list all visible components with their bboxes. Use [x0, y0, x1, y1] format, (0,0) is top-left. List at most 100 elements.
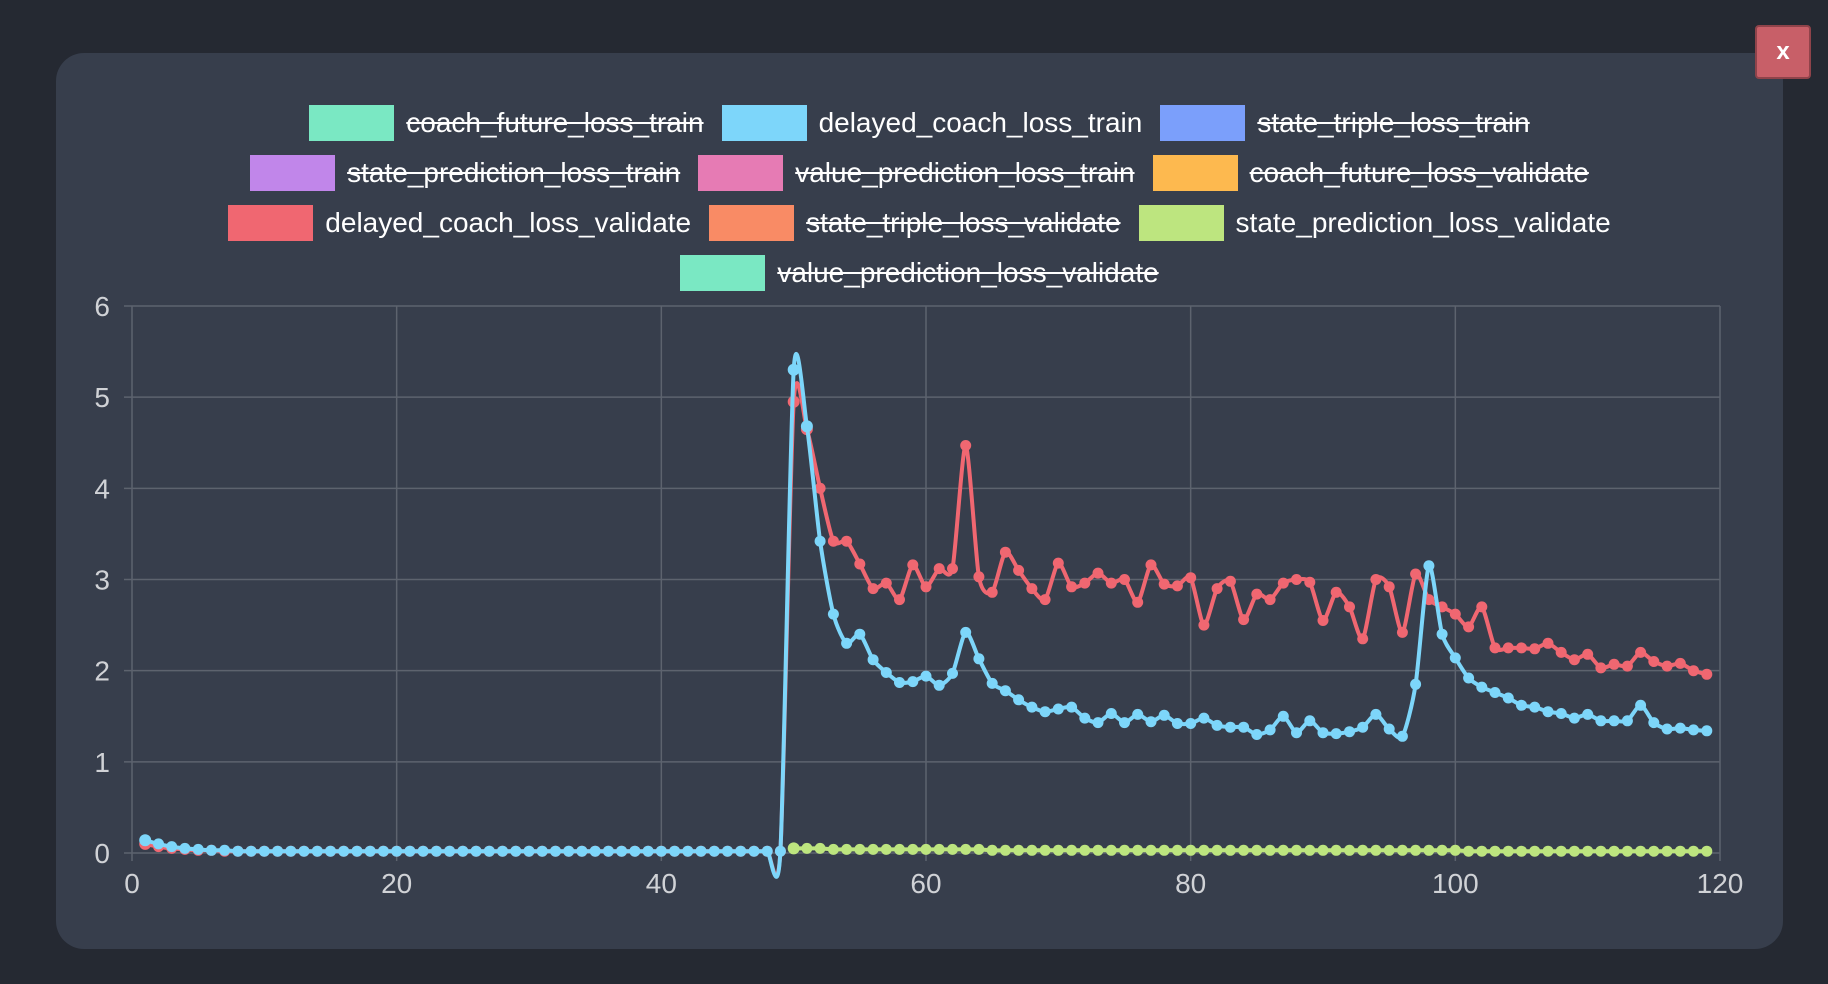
- data-point-delayed-coach-loss-train: [1198, 712, 1210, 724]
- data-point-delayed-coach-loss-train: [1277, 710, 1289, 722]
- data-point-delayed-coach-loss-train: [497, 845, 508, 857]
- data-point-delayed-coach-loss-validate: [1648, 656, 1660, 667]
- data-point-state-prediction-loss-validate: [1436, 844, 1448, 856]
- data-point-delayed-coach-loss-validate: [1330, 586, 1342, 598]
- data-point-delayed-coach-loss-train: [880, 667, 892, 678]
- data-point-delayed-coach-loss-train: [457, 845, 469, 857]
- data-point-state-prediction-loss-validate: [1701, 845, 1713, 857]
- data-point-delayed-coach-loss-validate: [880, 577, 892, 589]
- data-point-delayed-coach-loss-train: [245, 845, 257, 857]
- data-point-delayed-coach-loss-validate: [1066, 581, 1078, 593]
- data-point-delayed-coach-loss-train: [1238, 721, 1250, 733]
- data-point-delayed-coach-loss-validate: [1621, 660, 1633, 672]
- data-point-delayed-coach-loss-train: [483, 845, 495, 857]
- data-point-delayed-coach-loss-train: [1039, 706, 1051, 718]
- data-point-delayed-coach-loss-train: [1595, 715, 1607, 727]
- data-point-delayed-coach-loss-train: [232, 845, 244, 857]
- data-point-delayed-coach-loss-train: [258, 845, 270, 857]
- data-point-delayed-coach-loss-train: [1026, 701, 1038, 713]
- data-point-delayed-coach-loss-train: [377, 845, 389, 857]
- data-point-delayed-coach-loss-validate: [1489, 642, 1501, 654]
- data-point-delayed-coach-loss-train: [1291, 727, 1302, 739]
- data-point-delayed-coach-loss-train: [192, 843, 204, 855]
- data-point-state-prediction-loss-validate: [986, 844, 998, 856]
- legend-row: state_prediction_loss_train value_predict…: [56, 148, 1783, 198]
- y-tick-label: 2: [94, 656, 110, 687]
- data-point-state-prediction-loss-validate: [1674, 845, 1686, 857]
- data-point-state-prediction-loss-validate: [1105, 844, 1117, 856]
- data-point-delayed-coach-loss-validate: [1516, 642, 1527, 654]
- data-point-delayed-coach-loss-train: [602, 845, 614, 857]
- data-point-delayed-coach-loss-train: [814, 535, 826, 547]
- legend-item-delayed-coach-loss-validate[interactable]: delayed_coach_loss_validate: [228, 205, 691, 241]
- data-point-state-prediction-loss-validate: [920, 843, 932, 855]
- data-point-delayed-coach-loss-train: [391, 845, 403, 857]
- data-point-delayed-coach-loss-train: [1264, 724, 1276, 736]
- legend-swatch: [709, 205, 795, 241]
- legend-item-value-prediction-loss-validate[interactable]: value_prediction_loss_validate: [680, 255, 1159, 291]
- legend-row: coach_future_loss_train delayed_coach_los…: [56, 98, 1783, 148]
- data-point-delayed-coach-loss-validate: [1608, 658, 1620, 670]
- data-point-delayed-coach-loss-train: [404, 845, 416, 857]
- data-point-state-prediction-loss-validate: [1542, 845, 1554, 857]
- legend-item-state-triple-loss-validate[interactable]: state_triple_loss_validate: [709, 205, 1121, 241]
- data-point-state-prediction-loss-validate: [814, 842, 826, 854]
- legend-item-state-prediction-loss-validate[interactable]: state_prediction_loss_validate: [1138, 205, 1611, 241]
- data-point-state-prediction-loss-validate: [1608, 845, 1620, 857]
- series-line-state-prediction-loss-validate: [793, 846, 1707, 854]
- data-point-delayed-coach-loss-train: [854, 628, 866, 640]
- data-point-delayed-coach-loss-train: [867, 654, 879, 666]
- data-point-delayed-coach-loss-train: [205, 844, 217, 856]
- data-point-delayed-coach-loss-validate: [1052, 557, 1064, 569]
- data-point-state-prediction-loss-validate: [1264, 844, 1276, 856]
- data-point-delayed-coach-loss-train: [1370, 708, 1382, 720]
- data-point-delayed-coach-loss-validate: [867, 583, 879, 595]
- data-point-state-prediction-loss-validate: [1052, 844, 1064, 856]
- data-point-delayed-coach-loss-train: [1635, 699, 1647, 711]
- data-point-delayed-coach-loss-train: [669, 845, 681, 857]
- legend-item-coach-future-loss-validate[interactable]: coach_future_loss_validate: [1152, 155, 1589, 191]
- data-point-delayed-coach-loss-train: [1079, 712, 1091, 724]
- legend-swatch: [250, 155, 336, 191]
- data-point-delayed-coach-loss-train: [920, 670, 932, 682]
- data-point-delayed-coach-loss-validate: [1701, 668, 1713, 680]
- data-point-delayed-coach-loss-validate: [1119, 574, 1130, 585]
- data-point-delayed-coach-loss-validate: [1661, 660, 1673, 672]
- data-point-delayed-coach-loss-train: [1701, 725, 1713, 737]
- legend-swatch: [680, 255, 766, 291]
- data-point-state-prediction-loss-validate: [1476, 845, 1488, 857]
- x-tick-label: 100: [1432, 868, 1479, 899]
- data-point-delayed-coach-loss-validate: [1529, 643, 1541, 655]
- data-point-delayed-coach-loss-train: [735, 845, 747, 857]
- data-point-delayed-coach-loss-train: [1383, 723, 1395, 735]
- data-point-delayed-coach-loss-train: [1052, 703, 1064, 715]
- data-point-state-prediction-loss-validate: [867, 843, 879, 855]
- data-point-delayed-coach-loss-train: [325, 845, 336, 857]
- data-point-delayed-coach-loss-validate: [1304, 576, 1316, 588]
- data-point-state-prediction-loss-validate: [1277, 844, 1289, 856]
- data-point-state-prediction-loss-validate: [1304, 844, 1316, 856]
- legend-item-delayed-coach-loss-train[interactable]: delayed_coach_loss_train: [721, 105, 1142, 141]
- data-point-delayed-coach-loss-train: [695, 845, 707, 857]
- legend-item-state-prediction-loss-train[interactable]: state_prediction_loss_train: [250, 155, 680, 191]
- data-point-delayed-coach-loss-train: [1555, 708, 1567, 719]
- legend-swatch: [309, 105, 395, 141]
- data-point-delayed-coach-loss-train: [827, 608, 839, 620]
- data-point-state-prediction-loss-validate: [841, 843, 853, 855]
- data-point-delayed-coach-loss-validate: [1211, 583, 1223, 595]
- legend-item-coach-future-loss-train[interactable]: coach_future_loss_train: [309, 105, 704, 141]
- data-point-state-prediction-loss-validate: [1251, 844, 1263, 856]
- data-point-delayed-coach-loss-train: [523, 845, 535, 857]
- data-point-delayed-coach-loss-train: [298, 845, 310, 857]
- data-point-state-prediction-loss-validate: [1502, 845, 1514, 857]
- data-point-delayed-coach-loss-train: [1542, 706, 1554, 718]
- legend-item-state-triple-loss-train[interactable]: state_triple_loss_train: [1160, 105, 1530, 141]
- data-point-state-prediction-loss-validate: [1516, 845, 1527, 857]
- data-point-state-prediction-loss-validate: [947, 843, 958, 855]
- data-point-delayed-coach-loss-train: [748, 845, 760, 857]
- legend-item-value-prediction-loss-train[interactable]: value_prediction_loss_train: [698, 155, 1135, 191]
- data-point-state-prediction-loss-validate: [1410, 844, 1422, 856]
- close-button[interactable]: x: [1755, 25, 1811, 79]
- data-point-delayed-coach-loss-validate: [1396, 626, 1408, 638]
- data-point-delayed-coach-loss-validate: [1171, 580, 1183, 592]
